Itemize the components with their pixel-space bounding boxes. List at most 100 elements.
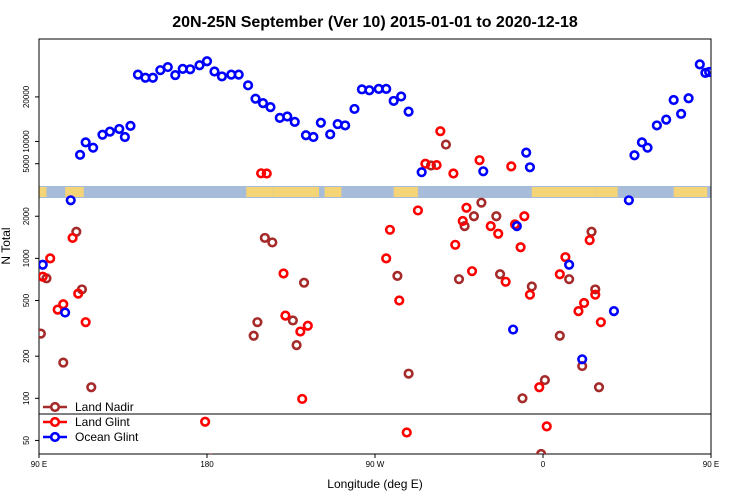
data-point bbox=[265, 102, 276, 113]
data-point bbox=[524, 162, 536, 173]
data-point bbox=[60, 307, 71, 318]
data-point bbox=[595, 317, 606, 328]
y-tick-label: 10000 bbox=[22, 130, 31, 153]
data-point bbox=[453, 274, 465, 285]
map-strip-land-mass bbox=[393, 187, 418, 197]
data-point bbox=[340, 120, 351, 131]
data-point bbox=[554, 269, 565, 280]
legend-item: Land Glint bbox=[43, 415, 130, 429]
data-point bbox=[289, 116, 300, 127]
data-point bbox=[364, 85, 375, 96]
data-point bbox=[459, 221, 470, 232]
data-point bbox=[715, 58, 723, 66]
data-point bbox=[457, 215, 468, 227]
data-point bbox=[396, 91, 407, 102]
chart-title: 20N-25N September (Ver 10) 2015-01-01 to… bbox=[172, 14, 578, 31]
data-point bbox=[381, 253, 392, 264]
data-point bbox=[524, 289, 536, 300]
data-point bbox=[250, 93, 261, 104]
x-tick-label: 180 bbox=[200, 460, 214, 469]
data-point bbox=[629, 150, 640, 161]
data-point bbox=[80, 317, 91, 328]
data-point bbox=[403, 106, 414, 117]
data-point bbox=[280, 310, 291, 321]
data-point bbox=[539, 374, 550, 386]
data-point bbox=[401, 427, 412, 438]
data-point bbox=[642, 142, 653, 153]
data-point bbox=[420, 158, 431, 169]
data-point bbox=[623, 195, 634, 206]
y-tick-label: 5000 bbox=[22, 154, 31, 172]
data-point bbox=[80, 137, 91, 148]
data-point bbox=[39, 328, 46, 339]
data-point bbox=[39, 271, 48, 282]
data-point bbox=[297, 393, 308, 405]
map-strip-land-mass bbox=[531, 187, 596, 197]
data-point bbox=[431, 159, 442, 171]
data-point bbox=[384, 224, 396, 235]
data-point bbox=[315, 117, 326, 128]
data-point bbox=[578, 297, 590, 309]
data-point bbox=[287, 315, 298, 326]
data-point bbox=[416, 167, 427, 178]
data-point bbox=[194, 60, 205, 71]
map-strip-land-mass bbox=[246, 187, 273, 197]
data-point bbox=[584, 235, 595, 246]
data-point bbox=[45, 253, 56, 264]
map-strip-land-mass bbox=[673, 187, 708, 197]
y-tick-label: 1000 bbox=[22, 249, 31, 267]
data-point bbox=[58, 357, 69, 368]
data-point bbox=[500, 276, 511, 287]
y-tick-label: 100 bbox=[22, 391, 31, 405]
data-point bbox=[425, 160, 437, 171]
data-point bbox=[298, 277, 310, 288]
data-point bbox=[435, 126, 446, 137]
data-point bbox=[534, 382, 545, 393]
data-point bbox=[201, 56, 213, 67]
legend-item: Land Nadir bbox=[43, 400, 134, 414]
data-point bbox=[478, 166, 489, 177]
data-point bbox=[259, 232, 270, 244]
map-strip-land-mass bbox=[39, 187, 47, 197]
map-strip-land-mass bbox=[272, 187, 319, 197]
map-strip bbox=[39, 186, 711, 198]
y-axis-label: N Total bbox=[0, 227, 13, 264]
map-strip-land bbox=[39, 187, 708, 197]
legend-label: Land Nadir bbox=[75, 400, 134, 414]
data-points bbox=[39, 56, 723, 454]
data-point bbox=[694, 59, 705, 70]
data-point bbox=[104, 126, 116, 137]
y-tick-label: 20000 bbox=[22, 85, 31, 108]
data-point bbox=[114, 123, 125, 135]
data-point bbox=[586, 226, 597, 237]
data-point bbox=[216, 71, 228, 82]
data-point bbox=[125, 120, 136, 131]
data-point bbox=[65, 195, 76, 206]
data-point bbox=[676, 108, 687, 119]
data-point bbox=[162, 61, 173, 73]
data-point bbox=[494, 269, 506, 280]
data-point bbox=[466, 266, 478, 277]
data-point bbox=[67, 232, 78, 244]
series-land-glint bbox=[39, 126, 606, 454]
data-point bbox=[86, 382, 97, 393]
data-point bbox=[661, 114, 672, 125]
data-point bbox=[590, 289, 601, 300]
data-point bbox=[590, 284, 601, 295]
data-point bbox=[256, 168, 267, 179]
data-point bbox=[651, 120, 662, 131]
y-tick-label: 50 bbox=[22, 435, 31, 444]
data-point bbox=[515, 242, 526, 253]
data-point bbox=[541, 421, 552, 432]
data-point bbox=[308, 131, 319, 143]
data-point bbox=[349, 103, 360, 115]
data-point bbox=[668, 94, 679, 106]
y-tick-label: 200 bbox=[22, 349, 31, 363]
y-tick-label: 500 bbox=[22, 293, 31, 307]
data-point bbox=[325, 129, 336, 140]
data-point bbox=[564, 259, 575, 270]
data-point bbox=[450, 239, 461, 250]
data-point bbox=[491, 211, 502, 222]
